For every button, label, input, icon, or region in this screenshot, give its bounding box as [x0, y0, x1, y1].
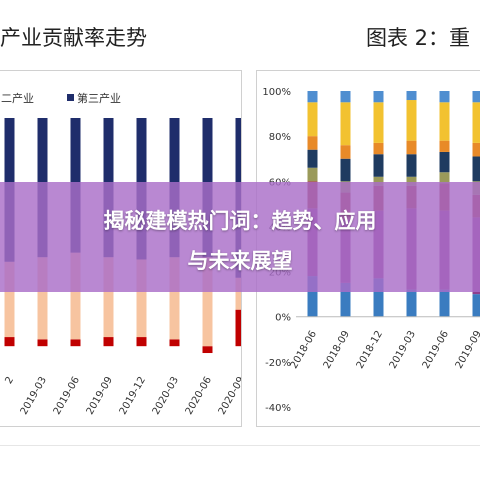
bar-segment	[70, 339, 81, 347]
x-tick-label: 2019-09	[454, 329, 480, 371]
legend-label-second: 二产业	[1, 91, 34, 105]
x-tick-label: 2019-03	[388, 329, 418, 371]
bar-segment	[169, 257, 180, 340]
bar-segment	[169, 339, 180, 347]
bar-segment	[37, 339, 48, 347]
bar-segment	[406, 176, 417, 186]
bar-segment	[4, 261, 15, 338]
legend: 二产业 第三产业	[1, 91, 121, 105]
y-tick-label: 100%	[262, 87, 291, 98]
bar-segment	[37, 257, 48, 340]
bar-segment	[472, 142, 480, 157]
y-tick-label: -20%	[265, 358, 291, 369]
bar-segment	[406, 140, 417, 155]
bar-segment	[373, 102, 384, 143]
y-tick-label: 0%	[275, 313, 291, 324]
bar-segment	[439, 151, 450, 173]
bar-segment	[307, 276, 318, 317]
bar-segment	[439, 91, 450, 103]
right-chart-title: 图表 2：重	[366, 26, 471, 50]
bar-segment	[406, 100, 417, 141]
bar-segment	[373, 142, 384, 155]
bar-segment	[373, 91, 384, 103]
bar-segment	[70, 252, 81, 340]
bottom-divider	[0, 445, 480, 446]
x-tick-label: 2019-09	[85, 375, 115, 417]
y-tick-label: -40%	[265, 403, 291, 414]
bar-segment	[103, 257, 114, 338]
bar-segment	[202, 346, 213, 354]
bar-segment	[472, 102, 480, 143]
bar-segment	[472, 91, 480, 103]
legend-label-third: 第三产业	[77, 91, 121, 105]
bar-segment	[307, 149, 318, 168]
x-tick-label: 2019-03	[19, 375, 49, 417]
bar-segment	[340, 102, 351, 146]
x-tick-label: 2019-06	[421, 329, 451, 371]
x-tick-label: 2018-06	[289, 329, 319, 371]
bar-segment	[373, 176, 384, 186]
x-tick-label: 2020-03	[151, 375, 181, 417]
bar-segment	[202, 257, 213, 347]
y-tick-label: 80%	[269, 132, 291, 143]
bar-segment	[103, 337, 114, 347]
bar-segment	[307, 91, 318, 103]
bar-segment	[307, 136, 318, 150]
bar-segment	[235, 277, 246, 310]
bar-segment	[472, 294, 480, 317]
x-tick-label: 2019-06	[52, 375, 82, 417]
bar-segment	[307, 102, 318, 137]
bar-segment	[373, 278, 384, 317]
legend-swatch-third	[67, 94, 74, 101]
bar-segment	[340, 145, 351, 159]
title-banner	[0, 182, 480, 292]
x-tick-label: 2020-06	[184, 375, 214, 417]
bar-segment	[472, 156, 480, 182]
x-tick-label: 2018-12	[355, 329, 385, 371]
bar-segment	[136, 337, 147, 347]
bar-segment	[406, 91, 417, 101]
x-tick-label: 2	[3, 375, 16, 386]
bar-segment	[136, 259, 147, 338]
bar-segment	[439, 172, 450, 184]
bar-segment	[4, 337, 15, 347]
bar-segment	[406, 289, 417, 317]
bar-segment	[340, 158, 351, 182]
bar-segment	[307, 167, 318, 182]
banner-title-line1: 揭秘建模热门词：趋势、应用	[103, 209, 377, 233]
banner-title-line2: 与未来展望	[187, 249, 293, 273]
bar-segment	[406, 154, 417, 177]
left-chart-title: 产业贡献率走势	[0, 26, 147, 50]
x-tick-label: 2018-09	[322, 329, 352, 371]
bar-segment	[439, 289, 450, 317]
bar-segment	[439, 140, 450, 152]
bar-segment	[340, 282, 351, 317]
bar-segment	[439, 102, 450, 141]
bar-segment	[235, 309, 246, 347]
bar-segment	[340, 91, 351, 103]
x-tick-label: 2020-09	[217, 375, 241, 417]
x-tick-label: 2019-12	[118, 375, 148, 417]
bar-segment	[373, 154, 384, 177]
